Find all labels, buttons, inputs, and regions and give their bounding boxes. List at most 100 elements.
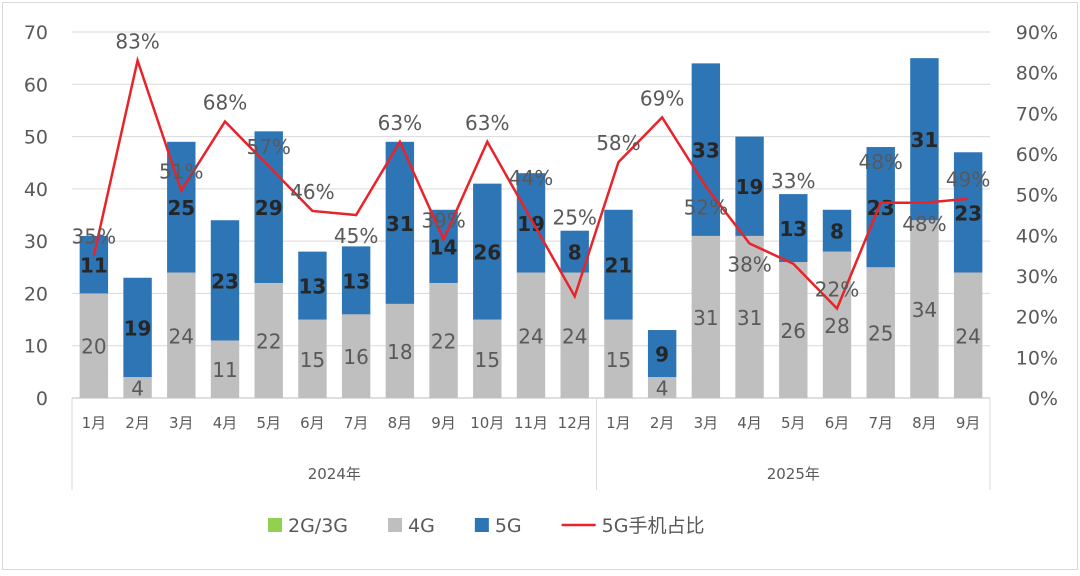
bar-4g (298, 319, 327, 398)
line-label: 57% (246, 135, 290, 159)
x-tick-label: 11月 (514, 414, 548, 432)
bar-5g (385, 141, 415, 304)
y2-tick-label: 90% (1016, 22, 1058, 44)
bar-4g (910, 220, 939, 398)
y2-tick-label: 30% (1016, 266, 1058, 288)
bar-5g (779, 194, 808, 263)
bar-4g (779, 262, 808, 398)
line-label: 22% (815, 278, 859, 302)
y2-tick-label: 60% (1016, 144, 1058, 166)
line-label: 33% (771, 169, 815, 193)
bar-4g (647, 377, 677, 398)
legend-swatch (268, 518, 282, 532)
y-tick-label: 10 (24, 336, 48, 358)
bar-4g (604, 319, 633, 398)
label-5g: 26 (473, 241, 501, 265)
label-5g: 19 (517, 212, 545, 236)
bar-4g (691, 235, 721, 398)
line-label: 46% (290, 180, 334, 204)
x-tick-label: 10月 (470, 414, 504, 432)
label-5g: 29 (255, 196, 283, 220)
bar-5g (516, 173, 546, 273)
y-tick-label: 50 (24, 127, 48, 149)
label-4g: 28 (824, 314, 849, 338)
bar-5g (298, 251, 327, 320)
bar-4g (473, 319, 502, 398)
line-label: 58% (596, 131, 640, 155)
x-tick-label: 12月 (558, 414, 592, 432)
line-label: 35% (72, 225, 116, 249)
line-label: 69% (640, 86, 684, 110)
line-label: 68% (203, 90, 247, 114)
label-4g: 16 (343, 345, 368, 369)
x-tick-label: 8月 (388, 414, 413, 432)
label-4g: 15 (606, 348, 631, 372)
y-tick-label: 30 (24, 231, 48, 253)
label-4g: 24 (955, 324, 980, 348)
x-tick-label: 3月 (694, 414, 719, 432)
y-tick-label: 20 (24, 283, 48, 305)
bar-5g (866, 147, 895, 268)
bar-5g (822, 209, 852, 252)
y2-tick-label: 40% (1016, 225, 1058, 247)
group-label: 2024年 (308, 465, 361, 483)
label-4g: 15 (475, 348, 500, 372)
x-tick-label: 7月 (344, 414, 369, 432)
y2-tick-label: 80% (1016, 63, 1058, 85)
x-tick-label: 2月 (125, 414, 150, 432)
line-label: 25% (552, 206, 596, 230)
label-5g: 31 (386, 212, 414, 236)
label-4g: 34 (912, 298, 937, 322)
bar-5g (735, 136, 764, 236)
label-5g: 8 (568, 241, 582, 265)
bar-4g (210, 340, 240, 398)
bar-5g (473, 183, 502, 320)
bar-4g (516, 272, 546, 398)
bar-5g (341, 246, 371, 315)
label-5g: 13 (779, 217, 807, 241)
label-5g: 13 (299, 275, 327, 299)
bar-4g (79, 293, 109, 398)
label-4g: 26 (781, 319, 806, 343)
line-label: 63% (465, 111, 509, 135)
y2-tick-label: 70% (1016, 103, 1058, 125)
x-tick-label: 3月 (169, 414, 194, 432)
x-tick-label: 6月 (300, 414, 325, 432)
line-label: 48% (902, 212, 946, 236)
label-5g: 19 (736, 175, 764, 199)
label-4g: 18 (387, 340, 412, 364)
x-tick-label: 4月 (213, 414, 238, 432)
line-label: 52% (684, 196, 728, 220)
bar-5g (647, 330, 677, 378)
line-label: 48% (858, 150, 902, 174)
x-tick-label: 1月 (82, 414, 107, 432)
bar-5g (910, 58, 939, 221)
bar-5g (79, 235, 109, 294)
bar-5g (210, 220, 240, 341)
line-label: 83% (115, 29, 159, 53)
y2-tick-label: 50% (1016, 185, 1058, 207)
bar-5g (604, 209, 633, 320)
label-4g: 20 (81, 335, 106, 359)
label-5g: 8 (830, 220, 844, 244)
group-label: 2025年 (767, 465, 820, 483)
bar-4g (953, 272, 983, 398)
line-label: 51% (159, 160, 203, 184)
label-5g: 25 (167, 196, 195, 220)
legend-label: 2G/3G (288, 515, 348, 537)
label-4g: 15 (300, 348, 325, 372)
y2-tick-label: 0% (1028, 388, 1058, 410)
bar-4g (735, 235, 764, 398)
bar-4g (429, 282, 458, 398)
bar-4g (254, 282, 283, 398)
y-tick-label: 40 (24, 179, 48, 201)
line-label: 63% (378, 111, 422, 135)
label-5g: 21 (605, 254, 633, 278)
y2-tick-label: 20% (1016, 307, 1058, 329)
label-4g: 4 (656, 377, 669, 401)
label-5g: 19 (124, 316, 152, 340)
legend-swatch (474, 518, 489, 532)
